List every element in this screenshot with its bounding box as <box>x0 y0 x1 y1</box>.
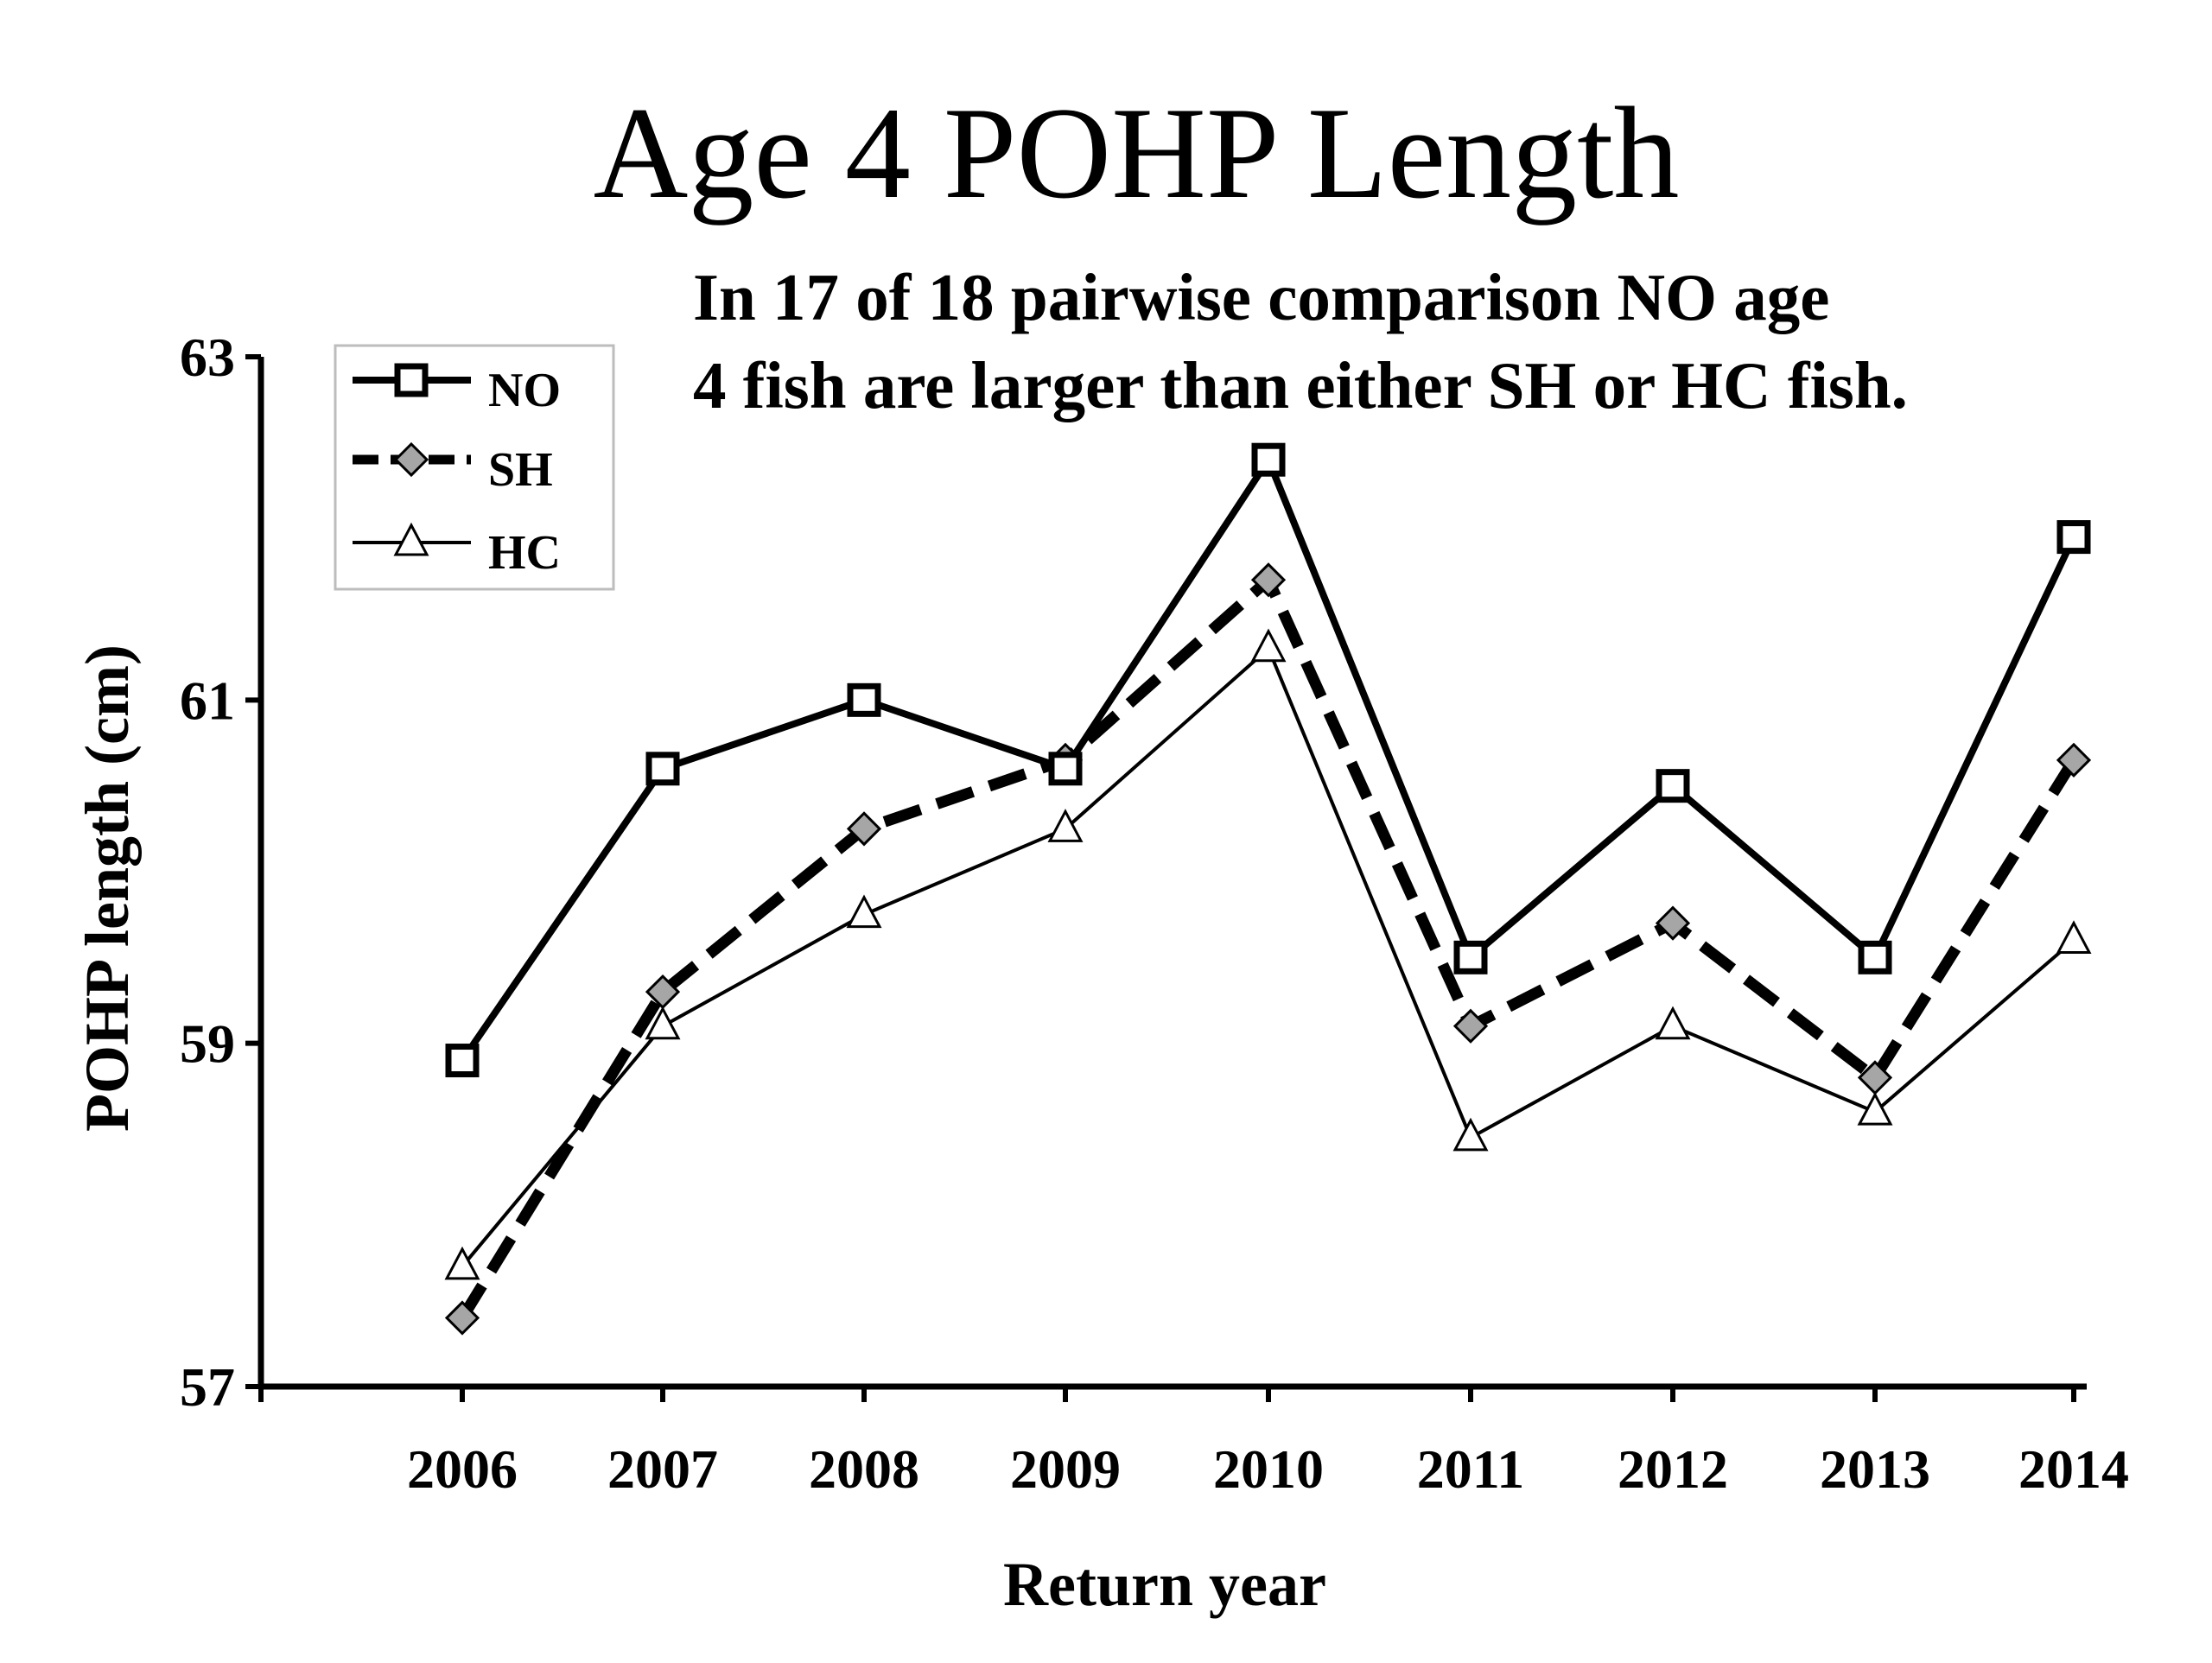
series-line-NO <box>459 456 2077 1063</box>
point-NO-2014 <box>2056 520 2091 555</box>
x-tick-label-2006: 2006 <box>407 1438 518 1500</box>
x-tick-label-2011: 2011 <box>1417 1438 1524 1500</box>
y-tick-label-63: 63 <box>180 327 235 388</box>
legend-marker-HC <box>393 522 429 556</box>
legend: NO SH HC <box>334 344 615 591</box>
point-NO-2008 <box>847 682 881 717</box>
point-HC-2013 <box>1857 1091 1893 1126</box>
point-NO-2012 <box>1656 769 1690 803</box>
series-line-SH <box>457 574 2079 1321</box>
y-tick-label-59: 59 <box>180 1013 235 1075</box>
x-tick-label-2013: 2013 <box>1820 1438 1930 1500</box>
point-NO-2013 <box>1858 940 1892 974</box>
point-SH-2014 <box>2056 742 2092 778</box>
legend-label-SH: SH <box>488 443 553 497</box>
point-HC-2008 <box>846 894 882 929</box>
point-SH-2006 <box>444 1300 480 1336</box>
point-SH-2010 <box>1250 562 1287 598</box>
point-HC-2006 <box>444 1246 480 1280</box>
legend-marker-NO <box>394 363 429 397</box>
point-HC-2009 <box>1047 809 1084 842</box>
point-HC-2007 <box>645 1006 681 1040</box>
point-SH-2007 <box>645 974 681 1010</box>
x-tick-label-2009: 2009 <box>1010 1438 1121 1500</box>
x-axis-label: Return year <box>1003 1550 1326 1619</box>
series-markers <box>444 442 2092 1336</box>
point-HC-2011 <box>1452 1117 1489 1152</box>
point-NO-2010 <box>1251 442 1286 477</box>
point-HC-2012 <box>1655 1006 1691 1040</box>
y-tick-label-57: 57 <box>180 1356 235 1418</box>
x-tick-label-2010: 2010 <box>1213 1438 1324 1500</box>
legend-marker-SH <box>393 441 429 478</box>
x-tick-label-2007: 2007 <box>607 1438 718 1500</box>
legend-label-NO: NO <box>488 364 561 417</box>
point-SH-2012 <box>1655 905 1691 941</box>
legend-entries: NO SH HC <box>353 363 561 580</box>
point-HC-2010 <box>1250 628 1287 663</box>
y-tick-label-61: 61 <box>180 670 235 731</box>
series-line-HC <box>461 646 2075 1268</box>
point-SH-2008 <box>846 811 882 847</box>
legend-label-HC: HC <box>488 526 561 580</box>
point-NO-2006 <box>445 1044 480 1078</box>
point-NO-2009 <box>1048 752 1083 786</box>
y-axis-label: POHP length (cm) <box>73 644 142 1132</box>
point-SH-2011 <box>1452 1008 1489 1044</box>
point-NO-2007 <box>645 752 680 786</box>
chart-title: Age 4 POHP Length <box>594 80 1680 225</box>
legend-box <box>334 344 615 591</box>
annotation-line-1: In 17 of 18 pairwise comparison NO age <box>693 260 1829 334</box>
point-SH-2013 <box>1857 1060 1893 1095</box>
y-ticks: 57 59 61 63 <box>180 327 261 1418</box>
x-tick-label-2012: 2012 <box>1618 1438 1728 1500</box>
x-tick-label-2008: 2008 <box>809 1438 919 1500</box>
point-NO-2011 <box>1453 940 1488 974</box>
annotation-line-2: 4 fish are larger than either SH or HC f… <box>693 348 1908 422</box>
x-ticks: 2006 2007 2008 2009 2010 2011 2012 2013 2014 <box>258 1387 2129 1500</box>
x-tick-label-2014: 2014 <box>2018 1438 2129 1500</box>
point-HC-2014 <box>2056 920 2092 954</box>
